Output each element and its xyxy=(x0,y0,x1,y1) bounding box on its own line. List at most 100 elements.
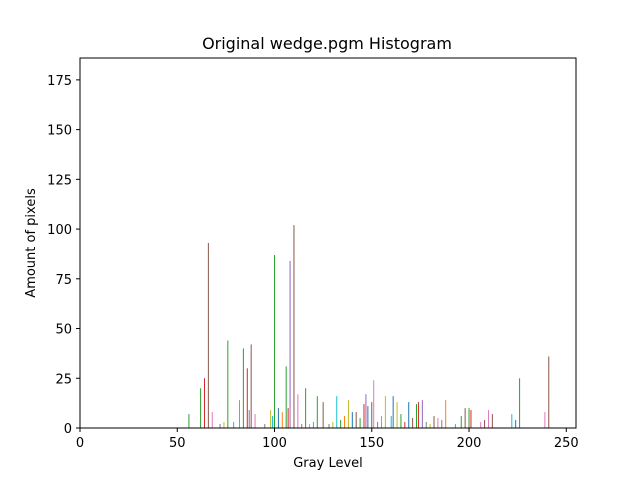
histogram-bar xyxy=(239,400,240,428)
histogram-bar xyxy=(519,378,521,428)
histogram-bar xyxy=(421,400,423,428)
histogram-bar xyxy=(392,396,394,428)
histogram-bar xyxy=(297,394,299,428)
histogram-bar xyxy=(470,410,472,428)
y-tick-label: 150 xyxy=(47,124,72,139)
histogram-bar xyxy=(441,420,443,428)
histogram-bar xyxy=(203,378,205,428)
histogram-bar xyxy=(468,408,470,428)
histogram-bar xyxy=(351,412,353,428)
x-tick-label: 0 xyxy=(76,436,84,451)
histogram-bar xyxy=(454,424,456,428)
histogram-bar xyxy=(417,402,419,428)
y-tick-label: 75 xyxy=(55,273,72,288)
histogram-bar xyxy=(270,410,272,428)
histogram-bar xyxy=(332,422,334,428)
y-axis-ticks: 0 25 50 75 100 125 150 175 xyxy=(47,74,80,437)
histogram-bar xyxy=(344,416,346,428)
histogram-bar xyxy=(277,408,279,428)
histogram-bar xyxy=(264,424,266,428)
histogram-bar xyxy=(359,418,361,428)
histogram-bar xyxy=(312,422,314,428)
histogram-bar xyxy=(491,414,493,428)
y-tick-label: 25 xyxy=(55,372,72,387)
histogram-bar xyxy=(223,422,225,428)
plot-frame xyxy=(79,57,577,429)
x-tick-label: 250 xyxy=(554,436,579,451)
histogram-bar xyxy=(233,422,235,428)
histogram-bar xyxy=(515,420,517,428)
histogram-bar xyxy=(305,388,307,428)
histogram-bar xyxy=(242,348,244,428)
histogram-bar xyxy=(285,366,287,428)
histogram-bar xyxy=(480,422,482,428)
histogram-bar xyxy=(254,414,256,428)
x-tick-label: 50 xyxy=(169,436,186,451)
y-tick-label: 50 xyxy=(55,323,72,338)
histogram-bar xyxy=(316,396,318,428)
histogram-bar xyxy=(433,416,435,428)
y-tick-label: 100 xyxy=(47,223,72,238)
histogram-bar xyxy=(322,402,324,428)
histogram-bar xyxy=(219,424,221,428)
histogram-bar xyxy=(464,408,466,428)
histogram-bar xyxy=(365,394,367,428)
x-axis-ticks: 0 50 100 150 200 250 xyxy=(76,428,579,451)
histogram-bar xyxy=(248,410,250,428)
histogram-bar xyxy=(384,396,386,428)
histogram-bar xyxy=(274,254,276,428)
histogram-bar xyxy=(200,388,202,428)
x-tick-label: 200 xyxy=(457,436,482,451)
bars-group xyxy=(188,225,550,428)
y-axis-label: Amount of pixels xyxy=(24,188,39,298)
histogram-bar xyxy=(484,420,486,428)
histogram-bar xyxy=(416,404,417,428)
histogram-bar xyxy=(396,402,398,428)
histogram-bar xyxy=(272,416,274,428)
histogram-bar xyxy=(246,368,248,428)
histogram-bar xyxy=(429,424,431,428)
histogram-bar xyxy=(373,380,375,428)
histogram-bar xyxy=(437,418,439,428)
histogram-bar xyxy=(404,422,406,428)
x-tick-label: 150 xyxy=(359,436,384,451)
x-axis-label: Gray Level xyxy=(293,456,363,471)
histogram-bar xyxy=(301,424,303,428)
histogram-bar xyxy=(380,416,382,428)
histogram-bar xyxy=(460,416,462,428)
histogram-bar xyxy=(293,225,295,428)
histogram-bar xyxy=(340,420,342,428)
histogram-bar xyxy=(408,402,410,428)
histogram-bar xyxy=(207,243,209,428)
histogram-bar xyxy=(309,424,311,428)
histogram-bar xyxy=(367,406,369,428)
histogram-bar xyxy=(425,422,427,428)
histogram-bar xyxy=(289,260,291,428)
histogram-bar xyxy=(250,344,252,428)
y-tick-label: 0 xyxy=(64,422,72,437)
histogram-bar xyxy=(281,412,283,428)
histogram-bar xyxy=(188,414,190,428)
histogram-bar xyxy=(336,396,338,428)
histogram-bar xyxy=(390,416,392,428)
y-tick-label: 125 xyxy=(47,173,72,188)
histogram-bar xyxy=(548,356,550,428)
histogram-bar xyxy=(363,404,365,428)
histogram-bar xyxy=(487,410,489,428)
histogram-bar xyxy=(377,422,379,428)
histogram-bar xyxy=(400,414,402,428)
histogram-bar xyxy=(287,408,289,428)
histogram-bar xyxy=(347,400,349,428)
histogram-bar xyxy=(328,424,330,428)
x-tick-label: 100 xyxy=(262,436,287,451)
histogram-bar xyxy=(511,414,513,428)
histogram-bar xyxy=(355,412,357,428)
histogram-bar xyxy=(371,402,373,428)
histogram-bar xyxy=(412,418,414,428)
histogram-bar xyxy=(211,412,213,428)
y-tick-label: 175 xyxy=(47,74,72,89)
histogram-bar xyxy=(227,340,229,428)
histogram-bar xyxy=(544,412,546,428)
chart-title: Original wedge.pgm Histogram xyxy=(202,34,452,53)
